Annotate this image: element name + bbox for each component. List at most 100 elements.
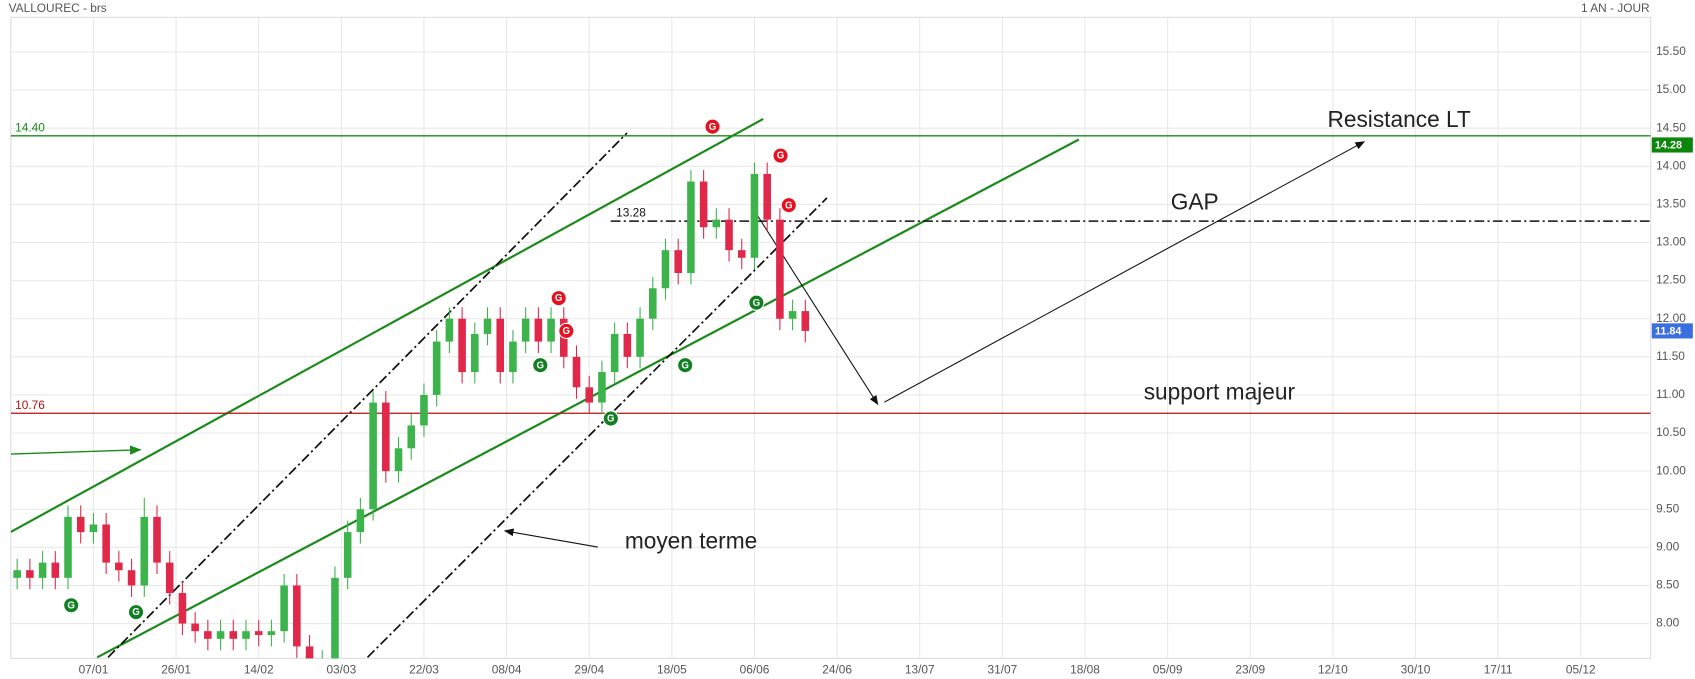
- x-tick-label: 30/10: [1401, 662, 1431, 676]
- signal-marker: [704, 118, 721, 135]
- x-tick-label: 05/09: [1153, 662, 1183, 676]
- arrow: [754, 210, 879, 406]
- x-tick-label: 03/03: [326, 662, 356, 676]
- signal-label: G: [563, 326, 571, 337]
- signal-label: G: [132, 607, 140, 618]
- y-tick-label: 14.50: [1656, 120, 1686, 134]
- signal-marker: [558, 322, 575, 340]
- signal-marker: [677, 357, 694, 374]
- candle-body: [26, 570, 34, 578]
- candle-body: [712, 219, 721, 228]
- candle-body: [51, 562, 60, 578]
- x-tick-label: 22/03: [409, 662, 439, 676]
- candle-body: [458, 318, 466, 373]
- candle-body: [267, 631, 276, 635]
- candle-body: [420, 394, 428, 426]
- candle-body: [610, 333, 619, 373]
- candle-body: [699, 181, 708, 228]
- y-tick-label: 12.00: [1656, 311, 1686, 325]
- signal-marker: [780, 197, 797, 214]
- candle-body: [64, 516, 72, 578]
- signal-label: G: [785, 200, 793, 211]
- x-tick-label: 17/11: [1484, 662, 1513, 676]
- channel-line: [366, 197, 828, 658]
- candle-body: [801, 311, 810, 331]
- candle-body: [648, 288, 657, 319]
- y-tick-label: 8.50: [1656, 578, 1680, 592]
- candle-body: [547, 318, 555, 342]
- candle-body: [140, 516, 149, 586]
- candle-body: [763, 173, 771, 220]
- y-tick-label: 15.50: [1656, 44, 1686, 58]
- y-tick-label: 11.50: [1656, 349, 1685, 363]
- candle-body: [674, 250, 682, 273]
- signal-marker: [63, 597, 80, 614]
- annotation: Resistance LT: [1327, 106, 1470, 132]
- candle-body: [598, 372, 606, 403]
- signal-marker: [602, 410, 619, 427]
- candle-body: [191, 623, 199, 632]
- x-tick-label: 18/05: [657, 662, 687, 676]
- candle-body: [394, 448, 403, 472]
- y-tick-label: 10.50: [1656, 425, 1686, 439]
- y-tick-label: 12.50: [1656, 273, 1686, 287]
- y-tick-label: 13.00: [1656, 235, 1686, 249]
- x-tick-label: 24/06: [822, 662, 852, 676]
- x-tick-label: 06/06: [740, 662, 770, 676]
- x-tick-label: 18/08: [1070, 662, 1100, 676]
- price-badge: [1651, 323, 1693, 339]
- period-label: 1 AN - JOUR: [1581, 1, 1650, 15]
- y-tick-label: 9.50: [1656, 501, 1680, 515]
- x-tick-label: 08/04: [492, 662, 522, 676]
- candle-body: [432, 341, 441, 395]
- signal-marker: [550, 290, 567, 307]
- y-tick-label: 15.00: [1656, 82, 1686, 96]
- candle-body: [305, 646, 314, 659]
- candle-body: [572, 356, 581, 388]
- price-badge-label: 11.84: [1655, 325, 1681, 337]
- x-tick-label: 26/01: [161, 662, 191, 676]
- plot-frame: [10, 16, 1652, 659]
- candle-body: [102, 524, 110, 563]
- signal-label: G: [67, 600, 75, 611]
- candle-body: [776, 219, 784, 319]
- candle-body: [331, 577, 339, 659]
- candle-body: [534, 318, 543, 342]
- x-tick-label: 29/04: [574, 662, 604, 676]
- y-tick-label: 10.00: [1656, 463, 1686, 477]
- candle-body: [471, 333, 479, 373]
- candle-body: [178, 593, 187, 624]
- candle-body: [153, 516, 161, 563]
- annotation: GAP: [1171, 188, 1219, 214]
- candle-body: [636, 318, 644, 357]
- candle-body: [229, 631, 238, 639]
- candle-body: [280, 585, 288, 632]
- x-tick-label: 23/09: [1235, 662, 1265, 676]
- x-tick-label: 13/07: [905, 662, 935, 676]
- candle-body: [356, 509, 365, 533]
- y-tick-label: 11.00: [1656, 387, 1685, 401]
- candle-body: [318, 662, 326, 663]
- signal-marker: [772, 147, 789, 164]
- y-tick-label: 13.50: [1656, 197, 1686, 211]
- annotation: support majeur: [1144, 379, 1296, 405]
- level-label: 10.76: [15, 398, 45, 412]
- signal-label: G: [536, 360, 544, 371]
- channel-line: [107, 132, 628, 658]
- candle-body: [585, 387, 593, 403]
- signal-label: G: [753, 298, 761, 309]
- annotation: moyen terme: [625, 528, 757, 554]
- y-tick-label: 9.00: [1656, 539, 1680, 553]
- signal-label: G: [777, 151, 785, 162]
- candle-body: [343, 532, 352, 578]
- candle-body: [76, 516, 85, 533]
- chart-title: VALLOUREC - brs: [9, 1, 107, 15]
- candle-body: [788, 311, 797, 319]
- signal-label: G: [709, 122, 717, 133]
- x-tick-label: 05/12: [1566, 662, 1596, 676]
- candle-body: [737, 250, 746, 258]
- candle-body: [293, 585, 301, 647]
- candle-body: [216, 631, 225, 639]
- arrow: [10, 445, 142, 455]
